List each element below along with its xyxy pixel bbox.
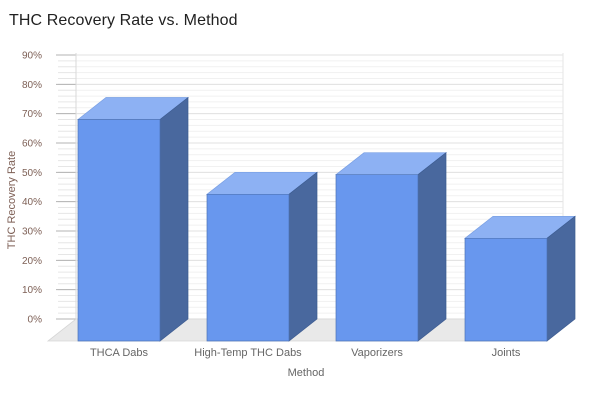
x-axis-tick-label: THCA Dabs [90, 347, 149, 359]
y-axis-tick-label: 40% [22, 197, 42, 208]
y-axis-tick-label: 90% [22, 51, 42, 62]
y-axis-tick-label: 30% [22, 227, 42, 238]
chart-title: THC Recovery Rate vs. Method [9, 12, 238, 29]
bar-thca-dabs[interactable] [76, 96, 190, 342]
y-axis-tick-label: 20% [22, 256, 42, 267]
x-axis-tick-label: Vaporizers [351, 347, 403, 359]
x-axis-tick-label: High-Temp THC Dabs [194, 347, 302, 359]
bar-face[interactable] [77, 119, 161, 342]
bar-face[interactable] [288, 171, 318, 342]
bar-face[interactable] [206, 193, 290, 342]
y-axis-tick-label: 10% [22, 285, 42, 296]
bar-face[interactable] [159, 96, 189, 342]
y-axis-tick-label: 80% [22, 80, 42, 91]
x-axis-tick-label: Joints [492, 347, 521, 359]
bar-joints[interactable] [463, 215, 577, 342]
bar-high-temp-thc-dabs[interactable] [205, 171, 319, 342]
bar-vaporizers[interactable] [334, 151, 448, 342]
bar-face[interactable] [464, 237, 548, 342]
y-axis-tick-label: 0% [28, 315, 43, 326]
y-axis-tick-label: 70% [22, 109, 42, 120]
bar-face[interactable] [417, 151, 447, 342]
bar-face[interactable] [546, 215, 576, 342]
x-axis-title: Method [288, 367, 325, 379]
y-axis-title: THC Recovery Rate [6, 151, 18, 249]
y-axis-tick-label: 50% [22, 168, 42, 179]
bar-face[interactable] [335, 174, 419, 342]
y-axis-tick-label: 60% [22, 139, 42, 150]
